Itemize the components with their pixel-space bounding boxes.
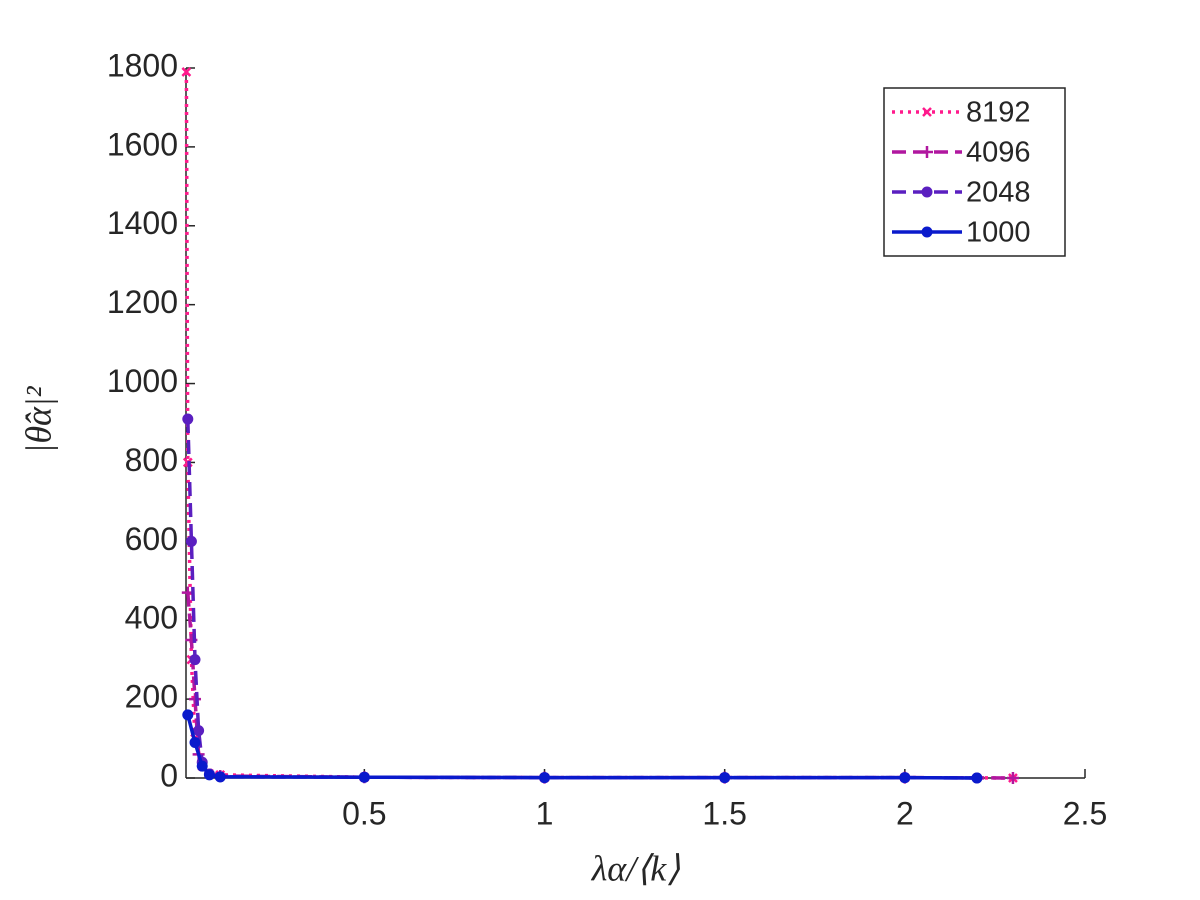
marker-shape (196, 760, 208, 772)
marker-shape (182, 709, 194, 721)
y-tick-label: 1600 (107, 126, 178, 162)
marker (1006, 772, 1019, 784)
series-line (186, 592, 1013, 780)
marker-shape (214, 771, 226, 783)
y-axis-label: |θ̂α|² (18, 385, 58, 453)
legend-label: 1000 (966, 217, 1031, 249)
marker-shape (921, 146, 933, 158)
x-tick-label: 0.5 (342, 795, 386, 831)
marker (182, 709, 194, 721)
marker-shape (358, 771, 370, 783)
series-line (184, 71, 1013, 780)
y-tick-label: 800 (125, 442, 178, 478)
marker-shape (189, 693, 202, 706)
marker-shape (185, 535, 197, 547)
marker-shape (921, 186, 933, 198)
legend-label: 4096 (966, 137, 1031, 169)
marker-shape (193, 725, 205, 737)
marker-shape (971, 772, 983, 784)
y-tick-label: 1200 (107, 284, 178, 320)
x-tick-label: 1.5 (702, 795, 746, 831)
x-tick-label: 2.5 (1063, 795, 1107, 831)
marker (189, 737, 201, 748)
marker-shape (899, 772, 911, 784)
marker (539, 772, 551, 784)
y-tick-label: 200 (125, 679, 178, 715)
marker-shape (539, 772, 551, 784)
marker-shape (182, 413, 194, 425)
x-tick-label: 2 (896, 795, 914, 831)
marker (921, 186, 933, 198)
y-tick-label: 0 (160, 757, 178, 793)
marker-shape (181, 67, 192, 77)
marker (193, 725, 205, 737)
y-tick-label: 1400 (107, 205, 178, 241)
series-line (186, 419, 977, 780)
marker (922, 107, 932, 117)
x-axis-label: λα/⟨k⟩ (591, 848, 681, 888)
marker (921, 226, 933, 238)
marker-shape (189, 654, 201, 666)
marker (899, 772, 911, 784)
legend-label: 8192 (966, 97, 1031, 129)
legend-label: 2048 (966, 177, 1031, 209)
marker-shape (922, 107, 932, 117)
marker-shape (1006, 772, 1019, 784)
legend-box (883, 87, 1066, 257)
marker (185, 535, 197, 547)
y-tick-label: 1000 (107, 363, 178, 399)
marker-shape (189, 737, 201, 748)
marker (189, 693, 202, 706)
marker (189, 654, 201, 666)
marker (971, 772, 983, 784)
y-tick-label: 600 (125, 521, 178, 557)
marker (196, 760, 208, 772)
y-tick-label: 400 (125, 600, 178, 636)
marker (182, 413, 194, 425)
series-line (186, 714, 977, 780)
y-tick-label: 1800 (107, 47, 178, 83)
marker (921, 146, 933, 158)
marker (181, 67, 192, 77)
marker (358, 771, 370, 783)
marker (719, 772, 731, 784)
marker-shape (921, 226, 933, 238)
marker (203, 769, 215, 781)
marker (214, 771, 226, 783)
marker-shape (203, 769, 215, 781)
marker-shape (719, 772, 731, 784)
x-tick-label: 1 (536, 795, 554, 831)
